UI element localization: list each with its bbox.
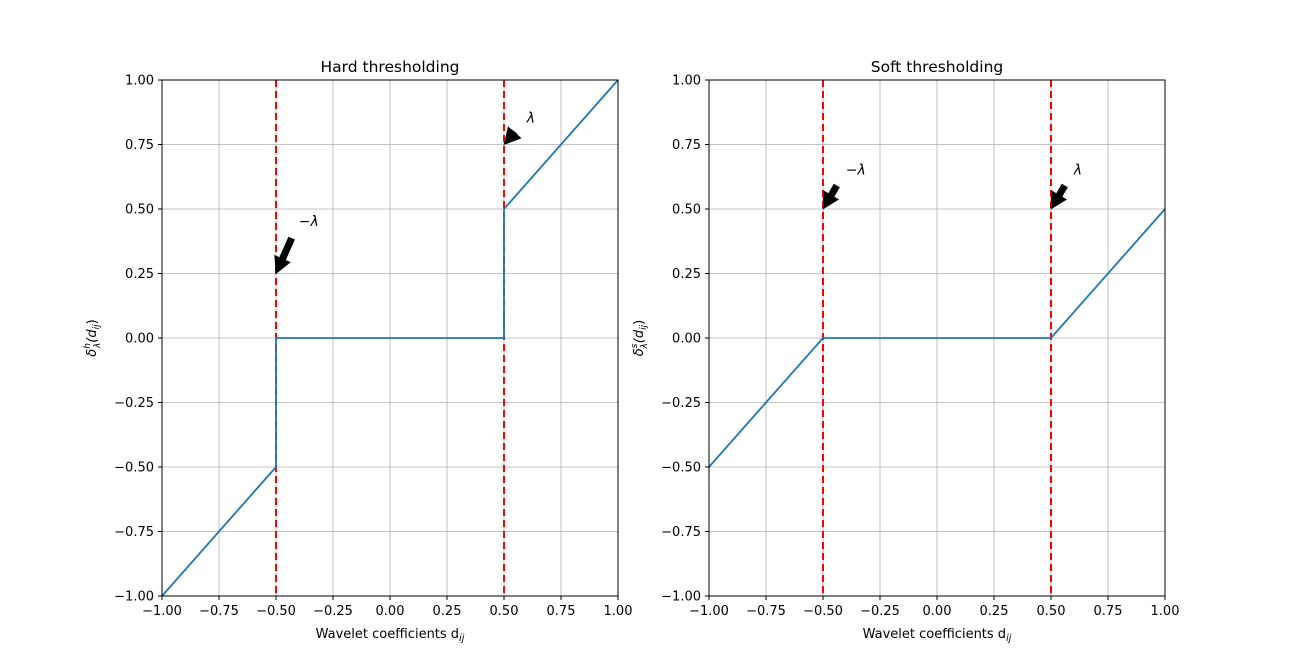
x-tick-label: −1.00 <box>689 604 729 619</box>
y-tick-label: −0.25 <box>114 396 154 411</box>
annotation-label: −λ <box>299 214 319 230</box>
x-tick-label: 0.75 <box>547 604 576 619</box>
y-tick-label: 0.75 <box>125 138 154 153</box>
y-tick-label: 0.25 <box>125 267 154 282</box>
x-tick-label: 0.25 <box>980 604 1009 619</box>
annotation-label: λ <box>1073 162 1082 178</box>
annotation-arrow <box>822 183 840 210</box>
x-tick-label: 0.75 <box>1094 604 1123 619</box>
y-tick-label: −0.50 <box>661 461 701 476</box>
x-tick-label: −1.00 <box>142 604 182 619</box>
y-tick-label: 1.00 <box>125 74 154 89</box>
annotation-arrow <box>503 126 522 145</box>
series-line <box>161 79 619 597</box>
x-tick-label: 0.00 <box>923 604 952 619</box>
chart-title: Soft thresholding <box>871 58 1003 76</box>
annotation-arrow <box>274 236 295 275</box>
y-tick-label: 0.25 <box>672 267 701 282</box>
x-tick-label: 1.00 <box>1151 604 1180 619</box>
y-tick-label: −1.00 <box>114 590 154 605</box>
annotation-label: −λ <box>846 162 866 178</box>
x-tick-label: −0.50 <box>256 604 296 619</box>
x-tick-label: −0.25 <box>860 604 900 619</box>
x-axis-label: Wavelet coefficients dij <box>316 627 465 644</box>
annotation-arrow <box>1050 183 1068 210</box>
y-tick-label: 0.50 <box>672 203 701 218</box>
y-tick-label: 1.00 <box>672 74 701 89</box>
x-tick-label: 0.25 <box>433 604 462 619</box>
annotation-label: λ <box>526 111 535 127</box>
y-tick-label: −0.75 <box>114 525 154 540</box>
chart-title: Hard thresholding <box>321 58 460 76</box>
x-tick-label: −0.25 <box>313 604 353 619</box>
y-tick-label: 0.00 <box>672 332 701 347</box>
y-tick-label: −0.75 <box>661 525 701 540</box>
y-tick-label: 0.50 <box>125 203 154 218</box>
y-tick-label: −0.25 <box>661 396 701 411</box>
chart-panel-2: −1.00 −0.75 −0.50 −0.25 0.00 0.25 0.50 0.75 1.00… <box>630 58 1179 644</box>
x-tick-label: 1.00 <box>604 604 633 619</box>
x-tick-label: 0.00 <box>376 604 405 619</box>
x-tick-label: 0.50 <box>490 604 519 619</box>
x-tick-label: −0.75 <box>746 604 786 619</box>
x-tick-label: −0.50 <box>803 604 843 619</box>
chart-panel-1: −1.00 −0.75 −0.50 −0.25 0.00 0.25 0.50 0.75 1.00… <box>83 58 632 644</box>
y-tick-label: 0.00 <box>125 332 154 347</box>
y-tick-label: 0.75 <box>672 138 701 153</box>
y-axis-label: δsλ(dij) <box>630 320 650 356</box>
x-axis-label: Wavelet coefficients dij <box>863 627 1012 644</box>
series-line <box>708 208 1166 468</box>
y-tick-label: −0.50 <box>114 461 154 476</box>
x-tick-label: 0.50 <box>1037 604 1066 619</box>
x-tick-label: −0.75 <box>199 604 239 619</box>
y-tick-label: −1.00 <box>661 590 701 605</box>
y-axis-label: δhλ(dij) <box>83 319 103 356</box>
